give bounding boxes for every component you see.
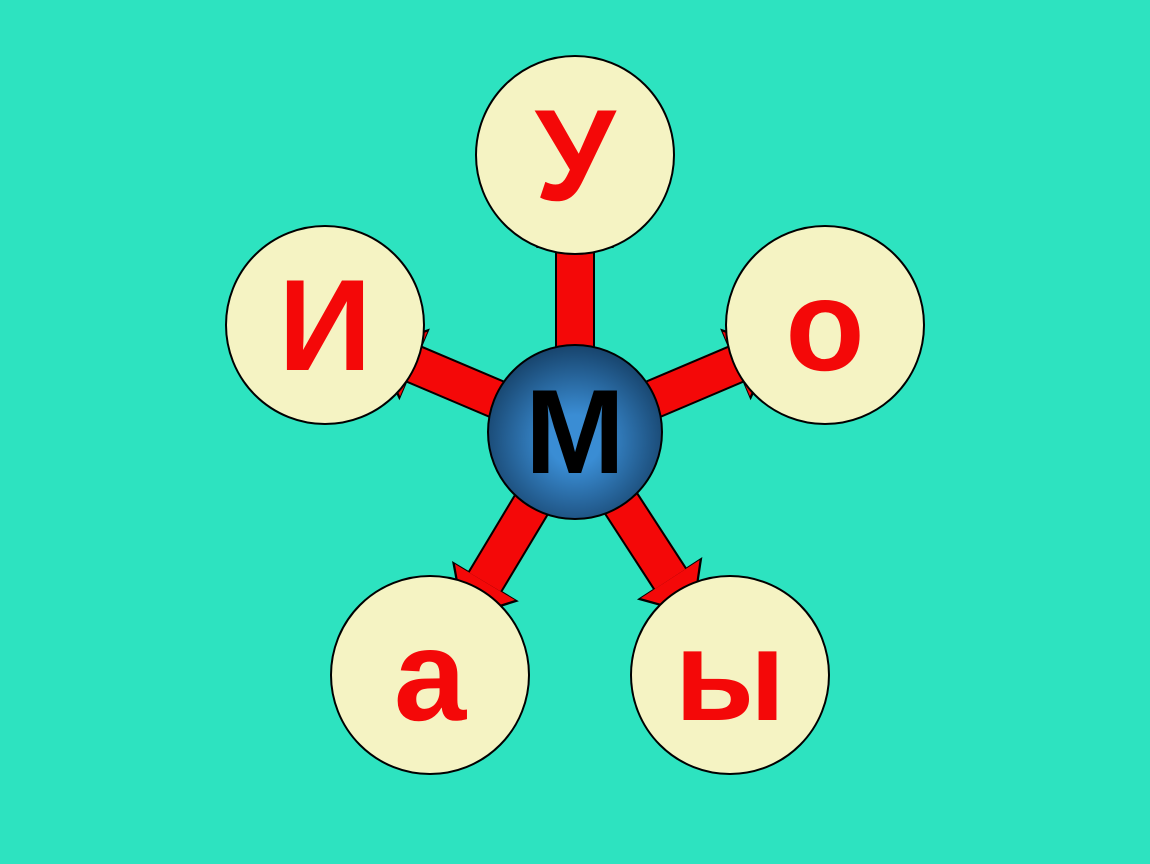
outer-node-left: И: [225, 225, 425, 425]
outer-node-right: о: [725, 225, 925, 425]
outer-node-label: И: [278, 250, 371, 400]
outer-node-label: о: [785, 250, 864, 400]
diagram-canvas: Уо ы а И М: [0, 0, 1150, 864]
outer-node-bottom-left: а: [330, 575, 530, 775]
outer-node-bottom-right: ы: [630, 575, 830, 775]
outer-node-label: У: [535, 80, 616, 230]
outer-node-label: ы: [674, 600, 785, 750]
outer-node-top: У: [475, 55, 675, 255]
outer-node-label: а: [394, 600, 466, 750]
center-node-label: М: [525, 363, 625, 501]
center-node: М: [487, 344, 663, 520]
